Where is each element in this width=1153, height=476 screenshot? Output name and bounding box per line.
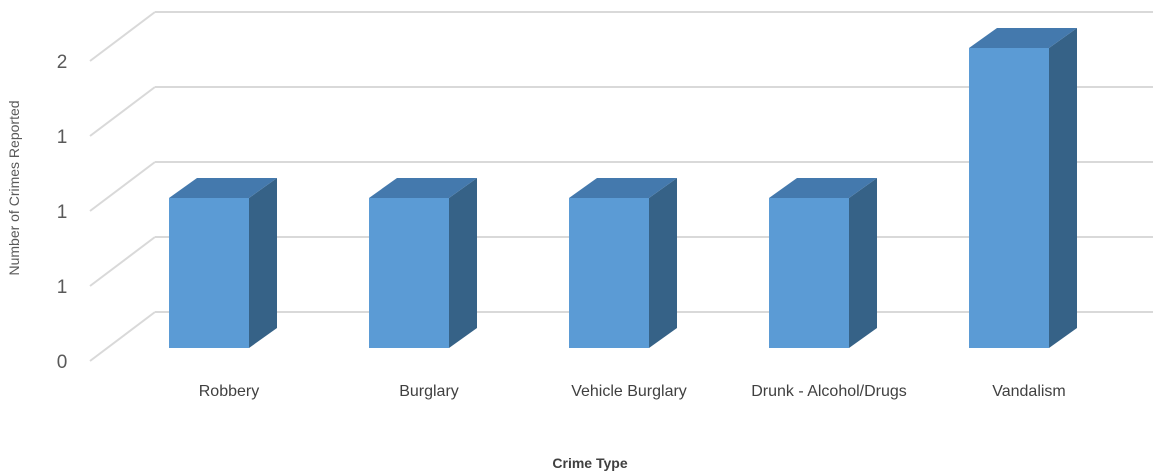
y-tick-label: 2 [57, 52, 68, 73]
y-tick-label: 1 [57, 202, 68, 223]
gridline-diagonal [89, 161, 156, 212]
bar-side [849, 178, 877, 348]
bar [169, 198, 249, 348]
bar-top [769, 178, 877, 198]
gridline-diagonal [89, 236, 156, 287]
bar [369, 198, 449, 348]
bar-side [449, 178, 477, 348]
y-axis-ticks: 011122 [57, 52, 68, 373]
bar [569, 198, 649, 348]
x-tick-label: Vehicle Burglary [571, 383, 687, 400]
bar [769, 198, 849, 348]
x-axis-ticks: Robbery Burglary Vehicle Burglary Drunk - A… [199, 383, 1066, 400]
bar-side [649, 178, 677, 348]
bar-top [369, 178, 477, 198]
bar-side [1049, 28, 1077, 348]
y-axis-title: Number of Crimes Reported [6, 100, 22, 275]
bar [969, 48, 1049, 348]
x-tick-label: Drunk - Alcohol/Drugs [751, 383, 907, 400]
x-tick-label: Burglary [399, 383, 459, 400]
bar-top [569, 178, 677, 198]
x-axis-title: Crime Type [552, 455, 627, 471]
x-tick-label: Vandalism [992, 383, 1066, 400]
bar-top [169, 178, 277, 198]
x-tick-label: Robbery [199, 383, 259, 400]
bars [169, 28, 1077, 348]
gridline-diagonal [89, 311, 156, 362]
y-tick-label: 1 [57, 277, 68, 298]
gridline-diagonal [89, 86, 156, 137]
y-tick-label: 1 [57, 127, 68, 148]
bar-top [969, 28, 1077, 48]
y-tick-label: 0 [57, 352, 68, 373]
bar-side [249, 178, 277, 348]
gridline-diagonal [89, 11, 156, 62]
